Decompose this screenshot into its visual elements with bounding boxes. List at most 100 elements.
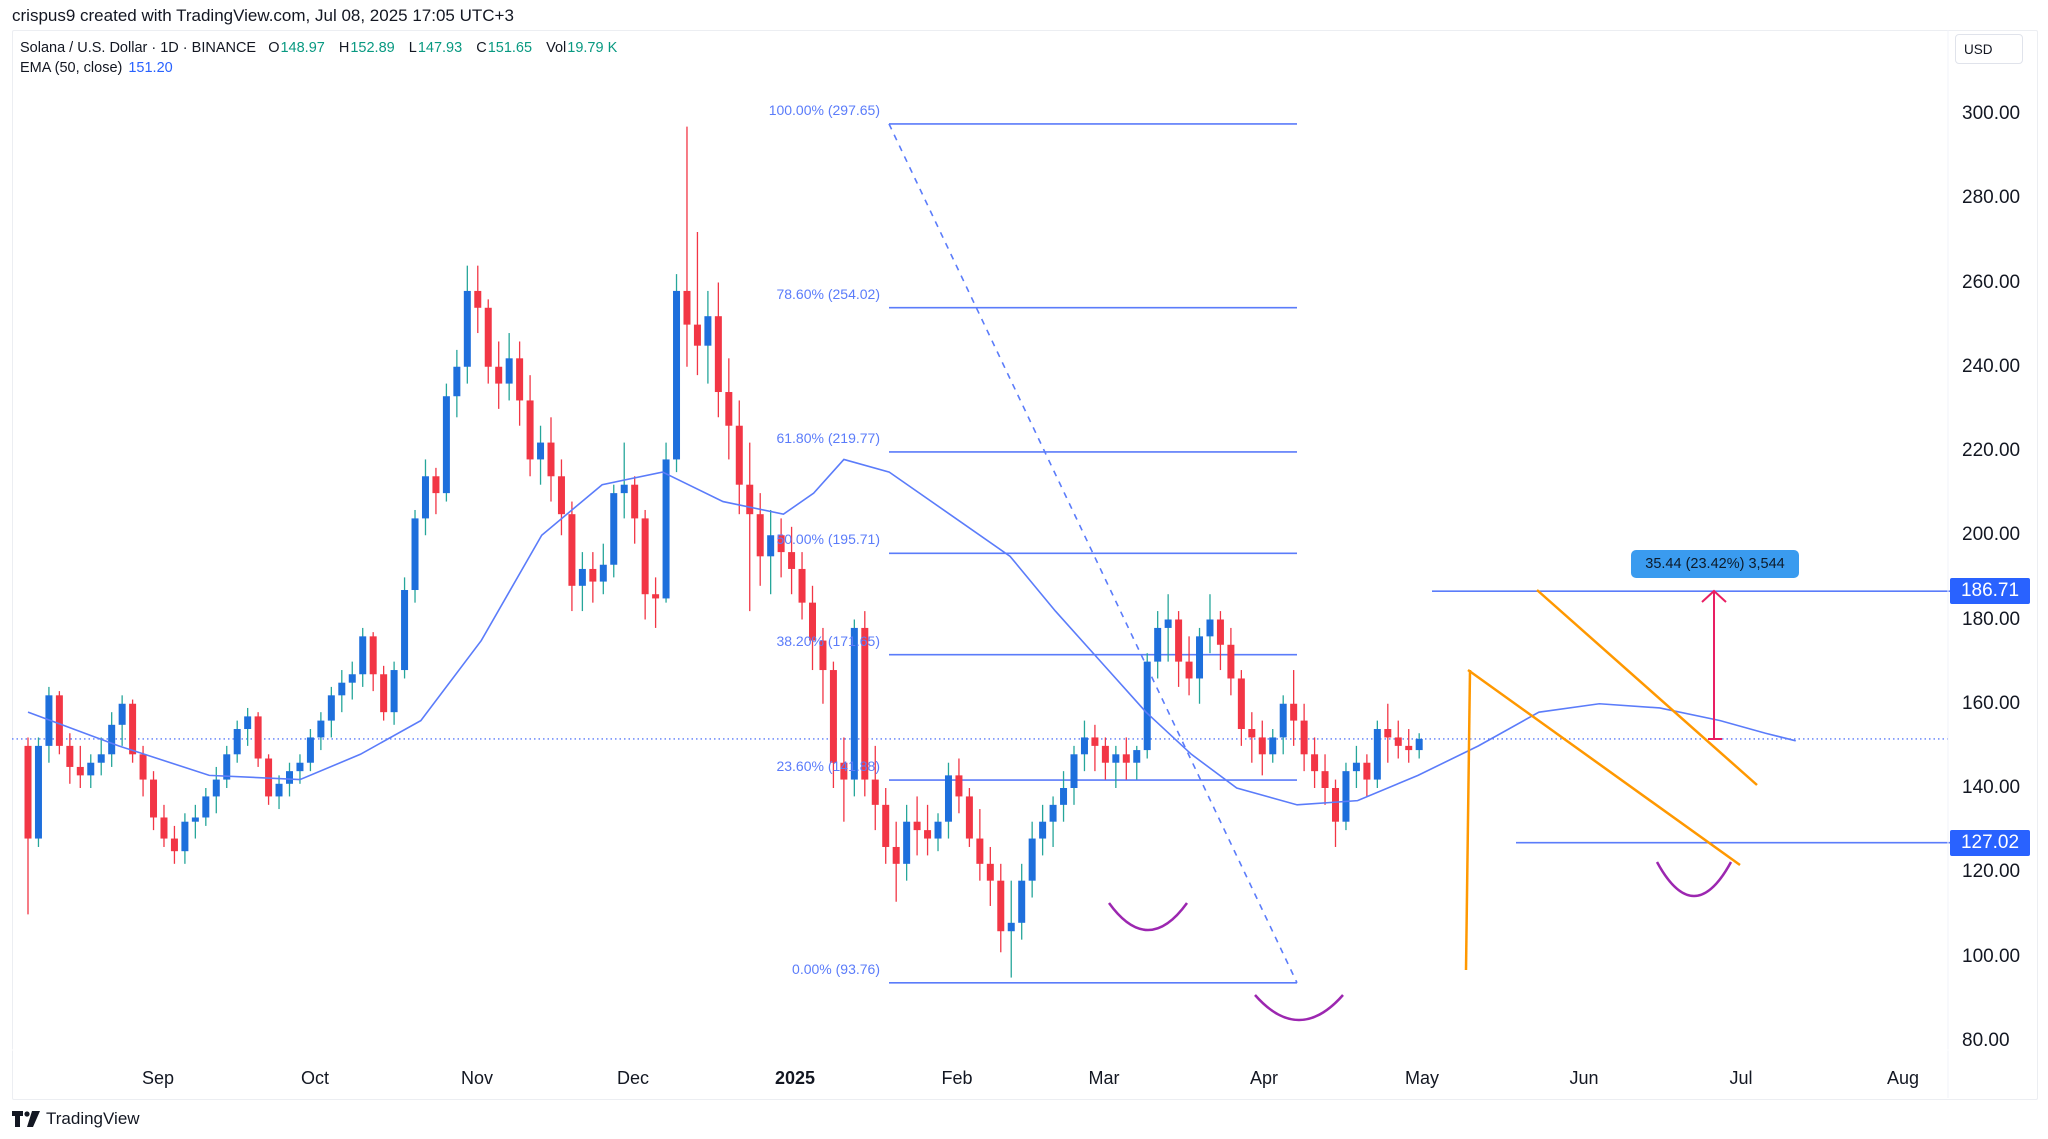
y-tick-label: 140.00: [1962, 777, 2021, 798]
candle-body: [306, 737, 314, 763]
candle-body: [1216, 619, 1224, 645]
ema-50-line: [27, 458, 1796, 806]
fib-level-label: 38.20% (171.65): [776, 632, 880, 649]
candle-body: [202, 796, 210, 818]
volume-value: 19.79 K: [567, 40, 618, 56]
candle-body: [66, 745, 74, 767]
channel-lower-line: [1467, 668, 1741, 867]
y-tick-label: 120.00: [1962, 861, 2021, 883]
candle-body: [1248, 729, 1256, 738]
candle-body: [641, 518, 649, 595]
candle-body: [1342, 771, 1350, 822]
candle-body: [1007, 922, 1015, 932]
y-tick-label: 240.00: [1962, 355, 2021, 377]
candle-body: [777, 535, 785, 553]
candle-body: [1237, 678, 1245, 730]
candle-body: [254, 716, 262, 759]
candle-body: [798, 568, 806, 603]
candle-body: [1039, 821, 1047, 839]
symbol-title[interactable]: Solana / U.S. Dollar · 1D · BINANCE: [20, 40, 257, 56]
x-tick-label: Nov: [460, 1068, 494, 1088]
tradingview-logo[interactable]: TradingView: [12, 1108, 140, 1130]
candle-body: [1258, 737, 1266, 755]
candle-body: [139, 754, 147, 780]
candle-body: [516, 358, 524, 401]
candle-body: [87, 762, 95, 776]
price-range-measure-label[interactable]: 35.44 (23.42%) 3,544: [1631, 550, 1799, 578]
cup-arc-2: [1254, 994, 1344, 1022]
candle-body: [913, 821, 921, 831]
ema-indicator-label[interactable]: EMA (50, close): [20, 60, 123, 76]
ema-value: 151.20: [128, 60, 173, 76]
candle-body: [1227, 644, 1235, 679]
candle-body: [495, 366, 503, 384]
candle-body: [401, 590, 409, 671]
candle-body: [547, 442, 555, 477]
x-tick-label: Sep: [141, 1068, 175, 1088]
candle-body: [1028, 838, 1036, 881]
candle-body: [829, 670, 837, 763]
open-value: 148.97: [280, 40, 325, 56]
candle-body: [359, 636, 367, 675]
candle-body: [903, 821, 911, 864]
candle-body: [317, 720, 325, 738]
candle-body: [882, 804, 890, 847]
candle-body: [704, 316, 712, 346]
candle-body: [1164, 619, 1172, 628]
volume-key: Vol: [546, 40, 567, 56]
candle-body: [1279, 703, 1287, 738]
candle-body: [244, 716, 252, 730]
candle-body: [1206, 619, 1214, 637]
x-tick-label: Jun: [1569, 1068, 1599, 1088]
candle-body: [568, 514, 576, 586]
currency-button[interactable]: USD: [1955, 34, 2023, 64]
candle-body: [840, 762, 848, 780]
candle-body: [997, 880, 1005, 932]
y-tick-label: 280.00: [1962, 187, 2021, 209]
candle-body: [976, 838, 984, 864]
candle-body: [24, 745, 32, 839]
candle-body: [662, 459, 670, 599]
y-tick-label: 300.00: [1962, 103, 2021, 124]
candle-body: [1321, 771, 1329, 788]
candle-body: [108, 724, 116, 755]
tradingview-logo-icon: [12, 1111, 40, 1127]
open-key: O: [268, 40, 280, 56]
y-tick-label: 180.00: [1962, 608, 2021, 630]
low-value: 147.93: [417, 40, 463, 56]
cup-arc-1: [1107, 902, 1189, 932]
candle-body: [1185, 661, 1193, 679]
cup-arc-3: [1655, 861, 1733, 898]
candle-body: [1405, 745, 1413, 751]
x-tick-label: May: [1404, 1068, 1440, 1088]
y-tick-label: 160.00: [1962, 692, 2021, 714]
candle-body: [421, 476, 429, 519]
flagpole-line: [1464, 669, 1472, 971]
candle-body: [1196, 636, 1204, 679]
fib-level-label: 50.00% (195.71): [776, 531, 880, 548]
candle-body: [850, 627, 858, 780]
x-tick-label: Oct: [300, 1068, 330, 1088]
candle-body: [578, 568, 586, 586]
candle-body: [432, 476, 440, 494]
candle-body: [97, 754, 105, 763]
high-value: 152.89: [350, 40, 395, 56]
candle-body: [1290, 703, 1298, 721]
candle-body: [129, 703, 137, 755]
fib-level-label: 0.00% (93.76): [792, 960, 880, 977]
candle-body: [1394, 737, 1402, 746]
x-tick-label: Aug: [1886, 1068, 1920, 1088]
candle-body: [275, 783, 283, 797]
candle-body: [442, 396, 450, 494]
candle-body: [965, 796, 973, 839]
candle-body: [34, 745, 42, 839]
legend-ema-row: EMA (50, close) 151.20: [20, 58, 627, 78]
fib-level-label: 78.60% (254.02): [776, 285, 880, 302]
candle-body: [610, 493, 618, 565]
candle-body: [1384, 729, 1392, 738]
chart-legend: Solana / U.S. Dollar · 1D · BINANCE O148…: [20, 38, 627, 78]
candle-body: [955, 775, 963, 797]
candle-body: [631, 484, 639, 519]
candle-body: [537, 442, 545, 460]
